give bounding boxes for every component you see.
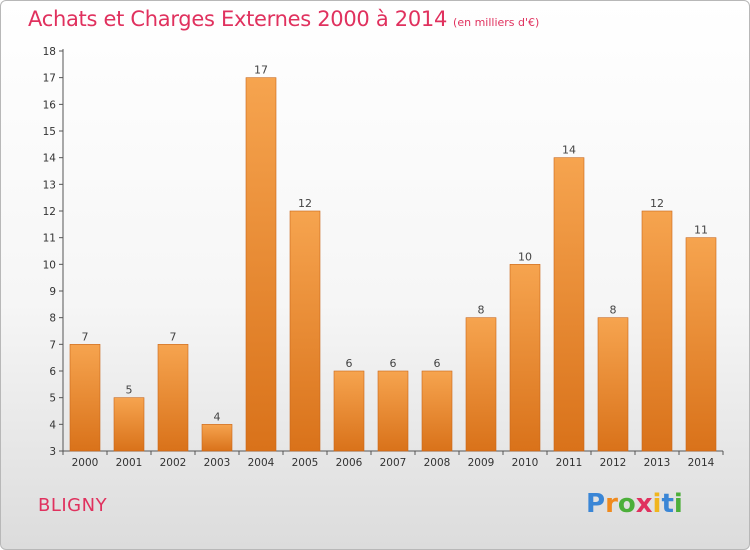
- bar-2004: [245, 77, 277, 452]
- logo-letter: P: [586, 489, 606, 519]
- logo-letter: o: [617, 489, 636, 519]
- data-label-2006: 6: [346, 357, 353, 370]
- data-label-2000: 7: [82, 330, 89, 343]
- data-label-2012: 8: [610, 304, 617, 317]
- y-tick-label: 7: [49, 339, 56, 351]
- x-tick-label-2008: 2008: [424, 457, 451, 469]
- logo-letter: i: [652, 489, 662, 519]
- logo-letter: x: [635, 489, 653, 519]
- chart-labels: 7 2000 5 2001 7 2002 4 2003 17 2004 12 2005 6 2006 6 20…: [72, 64, 715, 469]
- bar-2012: [597, 317, 629, 452]
- x-tick-label-2003: 2003: [204, 457, 231, 469]
- x-tick-label-2007: 2007: [380, 457, 407, 469]
- y-tick-label: 12: [43, 206, 56, 218]
- bar-2000: [69, 344, 101, 452]
- y-tick-label: 11: [43, 233, 56, 245]
- y-tick-label: 10: [43, 259, 56, 271]
- x-tick-label-2010: 2010: [512, 457, 539, 469]
- y-tick-label: 16: [43, 99, 57, 111]
- bar-2010: [509, 264, 541, 452]
- chart-title-text: Achats et Charges Externes 2000 à 2014: [28, 7, 448, 31]
- bar-2009: [465, 317, 497, 452]
- y-tick-label: 18: [43, 46, 56, 58]
- chart-title: Achats et Charges Externes 2000 à 2014 (e…: [28, 7, 539, 31]
- y-tick-label: 17: [43, 73, 56, 85]
- data-label-2013: 12: [650, 197, 664, 210]
- bar-2008: [421, 370, 453, 452]
- logo-letter: i: [673, 489, 683, 519]
- bar-2007: [377, 370, 409, 452]
- bar-2002: [157, 344, 189, 452]
- x-tick-label-2002: 2002: [160, 457, 187, 469]
- bar-2001: [113, 397, 145, 452]
- y-tick-label: 8: [49, 313, 56, 325]
- bar-2006: [333, 370, 365, 452]
- x-tick-label-2013: 2013: [644, 457, 671, 469]
- data-label-2007: 6: [390, 357, 397, 370]
- x-tick-label-2000: 2000: [72, 457, 99, 469]
- bar-2003: [201, 424, 233, 452]
- x-tick-label-2005: 2005: [292, 457, 319, 469]
- data-label-2003: 4: [214, 410, 221, 423]
- data-label-2011: 14: [562, 144, 576, 157]
- chart-bars: [69, 77, 717, 452]
- bar-2005: [289, 210, 321, 452]
- data-label-2014: 11: [694, 224, 708, 237]
- bar-2013: [641, 210, 673, 452]
- y-tick-label: 13: [43, 179, 56, 191]
- x-tick-label-2006: 2006: [336, 457, 363, 469]
- data-label-2004: 17: [254, 64, 268, 77]
- y-tick-label: 15: [43, 126, 56, 138]
- x-tick-label-2009: 2009: [468, 457, 495, 469]
- y-tick-label: 3: [49, 446, 56, 458]
- x-tick-label-2011: 2011: [556, 457, 583, 469]
- y-tick-label: 14: [43, 153, 57, 165]
- data-label-2008: 6: [434, 357, 441, 370]
- logo-letter: r: [605, 489, 618, 519]
- data-label-2002: 7: [170, 330, 177, 343]
- x-tick-label-2012: 2012: [600, 457, 627, 469]
- bar-2014: [685, 237, 717, 452]
- chart-subtitle: (en milliers d'€): [453, 16, 540, 29]
- logo-letter: t: [661, 489, 674, 519]
- data-label-2005: 12: [298, 197, 312, 210]
- x-tick-label-2001: 2001: [116, 457, 143, 469]
- bar-2011: [553, 157, 585, 452]
- y-tick-label: 4: [49, 419, 56, 431]
- x-tick-label-2014: 2014: [688, 457, 715, 469]
- data-label-2010: 10: [518, 250, 532, 263]
- proxiti-logo: Proxiti: [586, 489, 683, 519]
- data-label-2001: 5: [126, 384, 133, 397]
- y-tick-label: 9: [49, 286, 56, 298]
- data-label-2009: 8: [478, 304, 485, 317]
- commune-name: BLIGNY: [38, 495, 108, 516]
- x-tick-label-2004: 2004: [248, 457, 275, 469]
- y-tick-label: 6: [49, 366, 56, 378]
- y-tick-label: 5: [49, 393, 56, 405]
